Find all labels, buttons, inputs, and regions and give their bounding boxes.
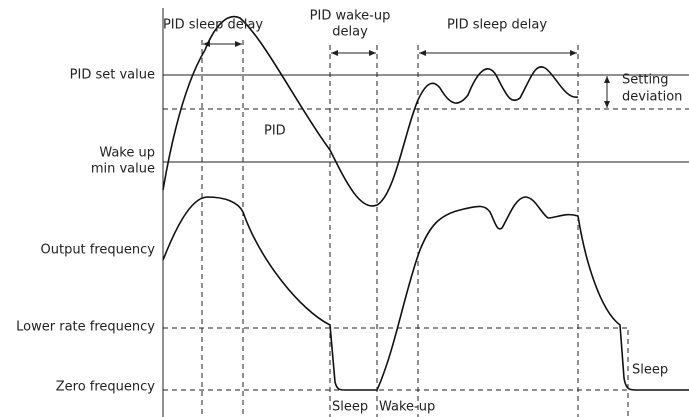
right-sleep-delay: PID sleep delay bbox=[447, 18, 547, 33]
level-label: Lower rate frequency bbox=[16, 320, 155, 335]
level-label: Output frequency bbox=[41, 243, 156, 258]
time-markers bbox=[201, 40, 629, 417]
wake-up-delay: delay bbox=[332, 25, 368, 40]
level-label: min value bbox=[91, 162, 155, 177]
deviation-label: deviation bbox=[622, 90, 682, 105]
state-label: Sleep bbox=[632, 363, 668, 378]
left-sleep-delay: PID sleep delay bbox=[163, 18, 263, 33]
state-label: Sleep bbox=[332, 400, 368, 415]
state-label: Wake-up bbox=[379, 400, 435, 415]
level-label: Wake up bbox=[99, 146, 155, 161]
output-curve bbox=[162, 196, 689, 391]
curve-label: PID bbox=[264, 124, 286, 139]
wake-up-delay: PID wake-up bbox=[310, 9, 391, 24]
delay-arrows bbox=[203, 41, 610, 108]
deviation-label: Setting bbox=[622, 73, 669, 88]
level-label: Zero frequency bbox=[56, 380, 156, 395]
pid-curve bbox=[162, 15, 579, 207]
level-label: PID set value bbox=[70, 68, 155, 83]
